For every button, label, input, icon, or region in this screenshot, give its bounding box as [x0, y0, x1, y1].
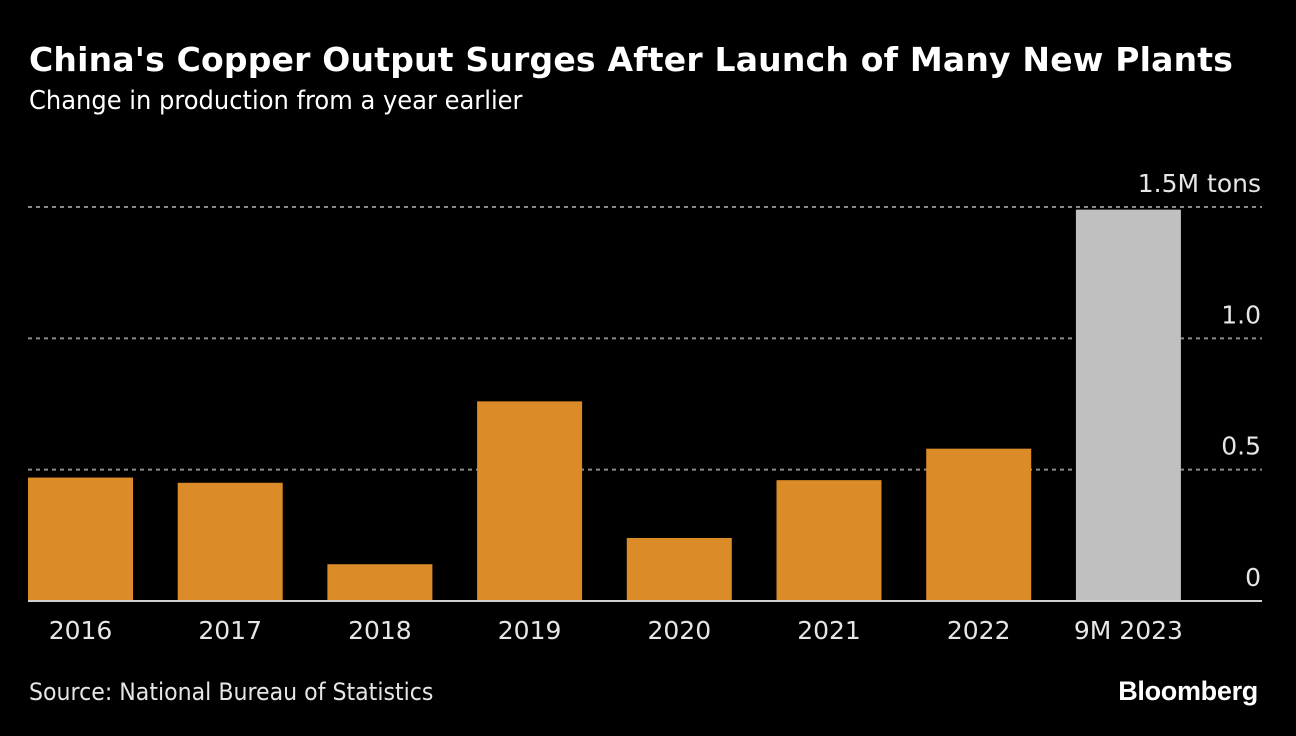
y-tick-label: 1.0 — [1221, 300, 1261, 329]
chart-subtitle: Change in production from a year earlier — [29, 86, 523, 116]
y-tick-label: 0 — [1245, 563, 1261, 592]
bar — [177, 482, 283, 601]
bloomberg-logo: Bloomberg — [1118, 676, 1258, 706]
x-tick-label: 2021 — [797, 616, 861, 645]
bar — [327, 564, 433, 601]
axes: 0 0.5 1.0 1.5M tons 2016 2017 2018 2019 2020 2021… — [28, 169, 1262, 645]
gridlines — [28, 206, 1262, 471]
bar — [776, 480, 882, 601]
x-tick-label: 2017 — [198, 616, 262, 645]
bar — [28, 477, 133, 601]
x-tick-label: 9M 2023 — [1074, 616, 1183, 645]
x-tick-label: 2018 — [348, 616, 412, 645]
source-note: Source: National Bureau of Statistics — [29, 678, 434, 706]
bars — [28, 209, 1181, 602]
x-tick-label: 2016 — [49, 616, 113, 645]
bar — [1075, 209, 1181, 602]
y-tick-label: 1.5M tons — [1138, 169, 1261, 198]
bar — [926, 448, 1032, 601]
bar — [477, 401, 583, 601]
x-tick-label: 2019 — [498, 616, 562, 645]
x-tick-label: 2022 — [947, 616, 1011, 645]
y-tick-label: 0.5 — [1221, 432, 1261, 461]
chart-title: China's Copper Output Surges After Launc… — [29, 40, 1234, 79]
x-tick-label: 2020 — [647, 616, 711, 645]
bar — [626, 537, 732, 601]
